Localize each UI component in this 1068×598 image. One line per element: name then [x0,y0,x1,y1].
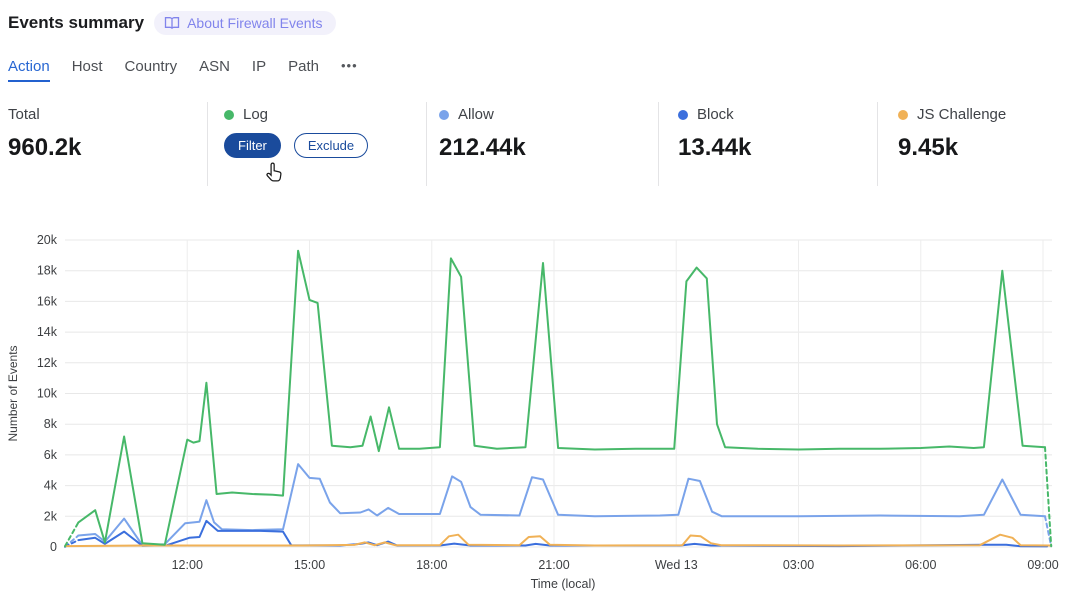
svg-text:12k: 12k [37,356,58,370]
stat-total-value: 960.2k [8,134,82,161]
allow-legend-dot [439,109,449,120]
svg-text:09:00: 09:00 [1027,558,1058,572]
stat-block-label: Block [697,106,734,123]
stat-total: Total 960.2k [8,106,81,162]
svg-text:6k: 6k [44,448,58,462]
svg-text:Time (local): Time (local) [531,577,596,591]
tab-path[interactable]: Path [288,58,319,75]
about-badge-label: About Firewall Events [187,15,323,31]
header: Events summary About Firewall Events [8,11,337,35]
filter-button[interactable]: Filter [224,133,281,158]
column-divider [658,102,659,186]
block-legend-dot [678,109,688,120]
svg-text:10k: 10k [37,387,58,401]
tab-action[interactable]: Action [8,58,50,82]
column-divider [877,102,878,186]
svg-text:8k: 8k [44,417,58,431]
svg-text:06:00: 06:00 [905,558,936,572]
stat-allow-label: Allow [458,106,494,123]
svg-text:15:00: 15:00 [294,558,325,572]
svg-text:2k: 2k [44,509,58,523]
tab-asn[interactable]: ASN [199,58,230,75]
svg-text:12:00: 12:00 [172,558,203,572]
svg-text:03:00: 03:00 [783,558,814,572]
svg-text:Wed 13: Wed 13 [655,558,698,572]
column-divider [426,102,427,186]
stat-js-challenge-value: 9.45k [898,134,959,161]
stat-log-label: Log [243,106,269,123]
svg-text:18:00: 18:00 [416,558,447,572]
log-legend-dot [224,109,234,120]
stat-block-value: 13.44k [678,134,752,161]
stat-log: Log Filter Exclude [224,106,369,158]
svg-text:0: 0 [50,540,57,554]
stat-block: Block 13.44k [678,106,751,162]
chart-canvas: 0 2k 4k 6k 8k 10k 12k 14k 16k 18k 20k 12:00 15:00 18:… [6,233,1059,591]
js-challenge-legend-dot [898,109,908,120]
tab-country[interactable]: Country [124,58,178,75]
svg-text:21:00: 21:00 [538,558,569,572]
stat-js-challenge-label: JS Challenge [917,106,1007,123]
stat-js-challenge: JS Challenge 9.45k [898,106,1006,162]
svg-text:4k: 4k [44,479,58,493]
stat-allow-value: 212.44k [439,134,526,161]
svg-text:Number of Events: Number of Events [6,345,20,441]
stats-row: Total 960.2k Log Filter Exclude Allow 21… [0,100,1068,188]
stat-total-label: Total [8,106,40,123]
svg-text:14k: 14k [37,325,58,339]
svg-text:20k: 20k [37,233,58,247]
about-firewall-events-badge[interactable]: About Firewall Events [154,11,337,35]
tab-host[interactable]: Host [71,58,103,75]
tabs-more-icon[interactable]: ••• [340,58,358,73]
svg-text:16k: 16k [37,294,58,308]
events-time-series-chart[interactable]: 0 2k 4k 6k 8k 10k 12k 14k 16k 18k 20k 12:00 15:00 18:… [0,228,1068,598]
book-icon [164,15,180,31]
svg-text:18k: 18k [37,264,58,278]
exclude-button[interactable]: Exclude [293,133,369,158]
page-title: Events summary [8,13,145,32]
grouping-tabs: Action Host Country ASN IP Path ••• [8,58,358,82]
stat-allow: Allow 212.44k [439,106,526,162]
tab-ip[interactable]: IP [251,58,267,75]
column-divider [207,102,208,186]
